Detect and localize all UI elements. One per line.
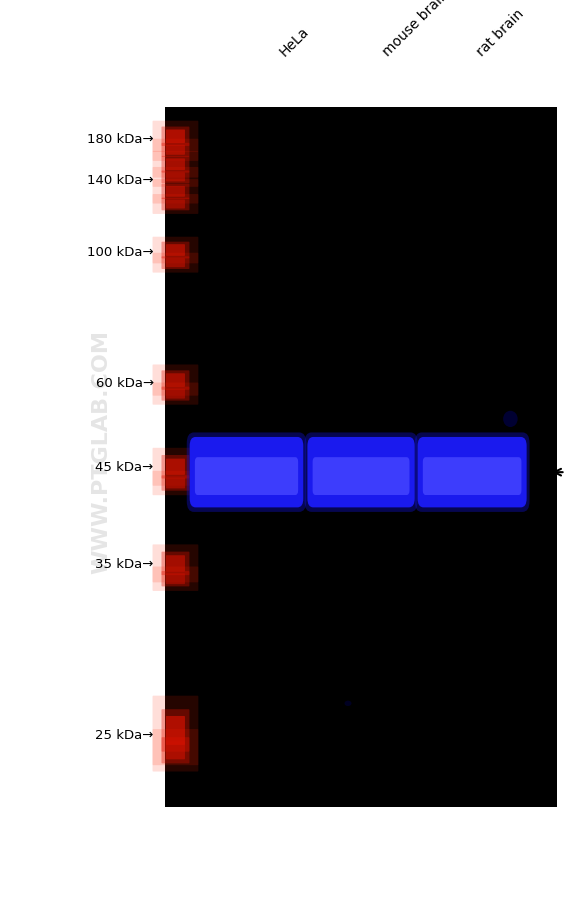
FancyBboxPatch shape xyxy=(166,556,185,572)
Text: 25 kDa→: 25 kDa→ xyxy=(95,729,154,741)
FancyBboxPatch shape xyxy=(166,173,185,182)
FancyBboxPatch shape xyxy=(161,456,190,479)
FancyBboxPatch shape xyxy=(161,143,190,158)
FancyBboxPatch shape xyxy=(153,237,198,264)
FancyBboxPatch shape xyxy=(166,716,185,745)
FancyBboxPatch shape xyxy=(166,741,185,759)
FancyBboxPatch shape xyxy=(166,159,185,170)
FancyBboxPatch shape xyxy=(153,253,198,273)
Text: 60 kDa→: 60 kDa→ xyxy=(96,377,154,390)
FancyBboxPatch shape xyxy=(166,244,185,256)
FancyBboxPatch shape xyxy=(166,200,185,209)
FancyBboxPatch shape xyxy=(313,457,409,495)
FancyBboxPatch shape xyxy=(195,457,298,495)
FancyBboxPatch shape xyxy=(161,243,190,259)
FancyBboxPatch shape xyxy=(161,552,190,575)
FancyBboxPatch shape xyxy=(153,448,198,486)
FancyBboxPatch shape xyxy=(166,187,185,198)
FancyBboxPatch shape xyxy=(190,437,303,508)
FancyBboxPatch shape xyxy=(307,437,415,508)
FancyBboxPatch shape xyxy=(166,130,185,143)
FancyBboxPatch shape xyxy=(166,459,185,475)
FancyBboxPatch shape xyxy=(415,433,530,512)
FancyBboxPatch shape xyxy=(153,383,198,405)
FancyBboxPatch shape xyxy=(153,140,198,161)
Ellipse shape xyxy=(345,701,351,706)
Text: 45 kDa→: 45 kDa→ xyxy=(96,461,154,474)
Text: 35 kDa→: 35 kDa→ xyxy=(95,557,154,570)
FancyBboxPatch shape xyxy=(161,157,190,173)
FancyBboxPatch shape xyxy=(166,390,185,399)
FancyBboxPatch shape xyxy=(153,168,198,188)
FancyBboxPatch shape xyxy=(153,195,198,215)
FancyBboxPatch shape xyxy=(161,737,190,763)
FancyBboxPatch shape xyxy=(161,709,190,752)
Ellipse shape xyxy=(503,411,518,428)
FancyBboxPatch shape xyxy=(166,373,185,388)
FancyBboxPatch shape xyxy=(153,567,198,592)
FancyBboxPatch shape xyxy=(418,437,527,508)
FancyBboxPatch shape xyxy=(153,696,198,765)
FancyBboxPatch shape xyxy=(161,184,190,199)
FancyBboxPatch shape xyxy=(423,457,521,495)
FancyBboxPatch shape xyxy=(187,433,306,512)
FancyBboxPatch shape xyxy=(304,433,418,512)
FancyBboxPatch shape xyxy=(161,476,190,491)
FancyBboxPatch shape xyxy=(161,127,190,147)
Text: rat brain: rat brain xyxy=(474,6,527,59)
Text: 180 kDa→: 180 kDa→ xyxy=(87,133,154,146)
FancyBboxPatch shape xyxy=(161,198,190,211)
Text: 140 kDa→: 140 kDa→ xyxy=(87,174,154,187)
FancyBboxPatch shape xyxy=(161,572,190,587)
FancyBboxPatch shape xyxy=(166,478,185,489)
FancyBboxPatch shape xyxy=(166,574,185,584)
Text: 100 kDa→: 100 kDa→ xyxy=(87,246,154,259)
FancyBboxPatch shape xyxy=(161,257,190,270)
FancyBboxPatch shape xyxy=(166,145,185,155)
FancyBboxPatch shape xyxy=(161,371,190,391)
Text: WWW.PTGLAB.COM: WWW.PTGLAB.COM xyxy=(92,329,111,573)
FancyBboxPatch shape xyxy=(153,729,198,771)
FancyBboxPatch shape xyxy=(153,471,198,495)
Text: mouse brain: mouse brain xyxy=(380,0,451,59)
FancyBboxPatch shape xyxy=(153,179,198,204)
FancyBboxPatch shape xyxy=(153,152,198,179)
Bar xyxy=(165,108,557,807)
FancyBboxPatch shape xyxy=(153,365,198,396)
FancyBboxPatch shape xyxy=(153,122,198,152)
FancyBboxPatch shape xyxy=(161,171,190,184)
FancyBboxPatch shape xyxy=(153,545,198,583)
FancyBboxPatch shape xyxy=(166,259,185,268)
FancyBboxPatch shape xyxy=(161,387,190,401)
Text: HeLa: HeLa xyxy=(277,23,312,59)
